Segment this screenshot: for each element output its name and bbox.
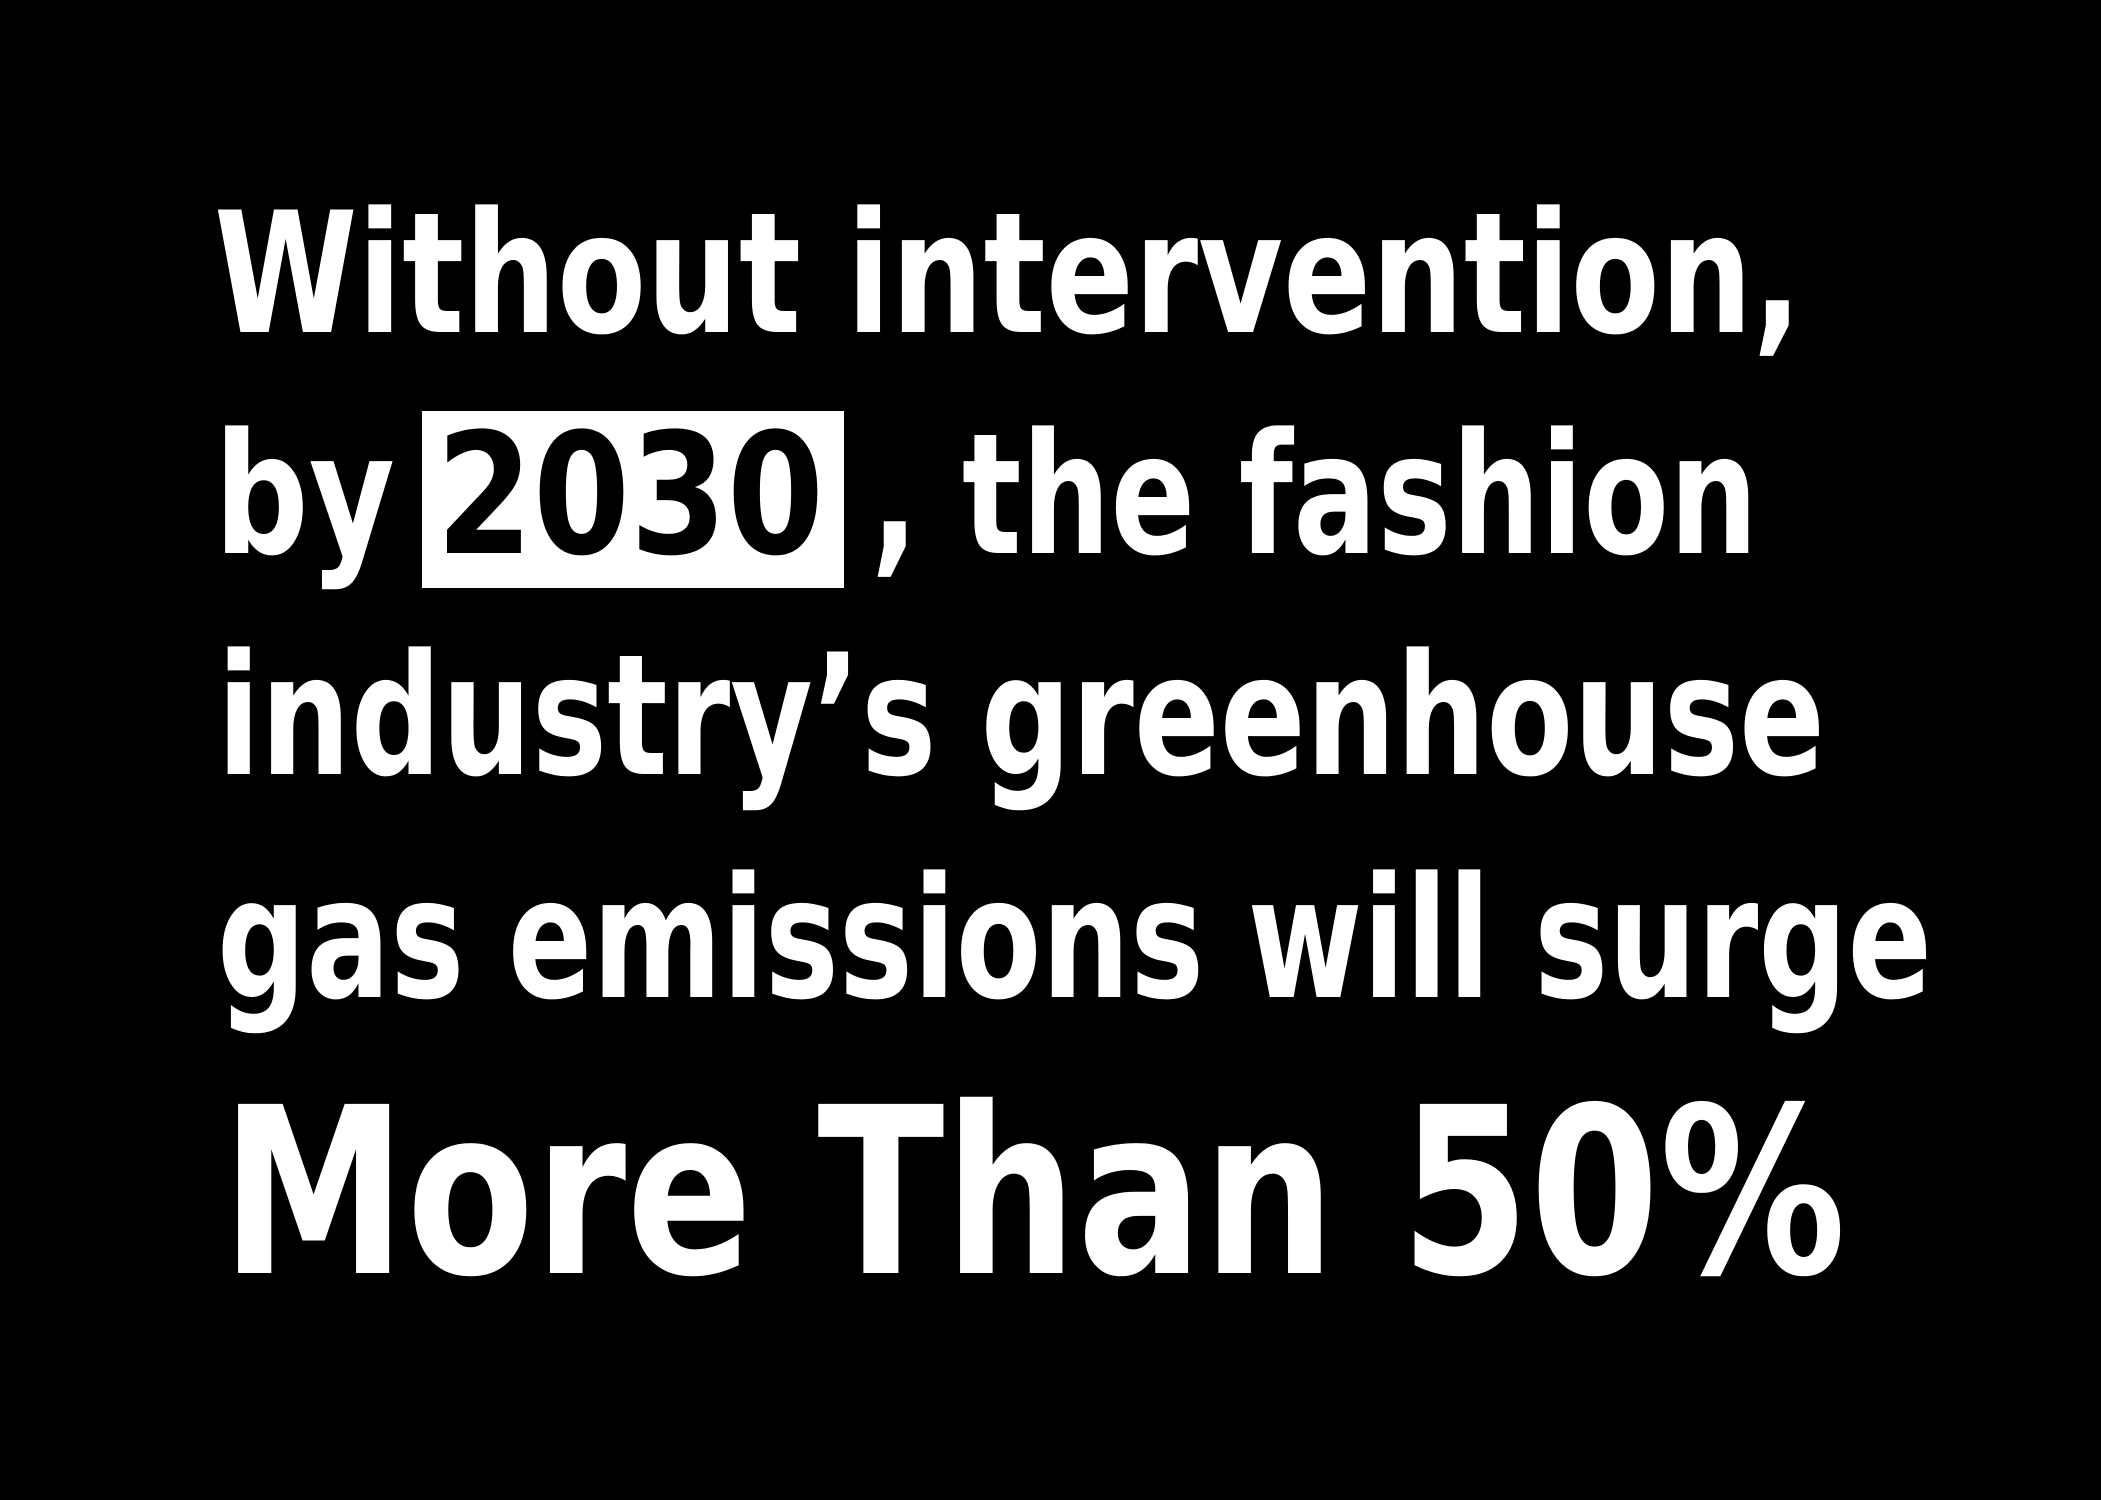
- statement-line: Without intervention,: [214, 176, 1802, 372]
- statement-line: gas emissions will surge: [217, 841, 1932, 1037]
- highlight-text: 2030: [436, 397, 824, 593]
- statement-line: by: [214, 397, 395, 593]
- statement-line: , the fashion: [871, 397, 1758, 593]
- emphasis-line: More Than 50%: [221, 1058, 1846, 1328]
- highlight-box: [422, 411, 844, 588]
- statement-line: industry’s greenhouse: [217, 618, 1825, 814]
